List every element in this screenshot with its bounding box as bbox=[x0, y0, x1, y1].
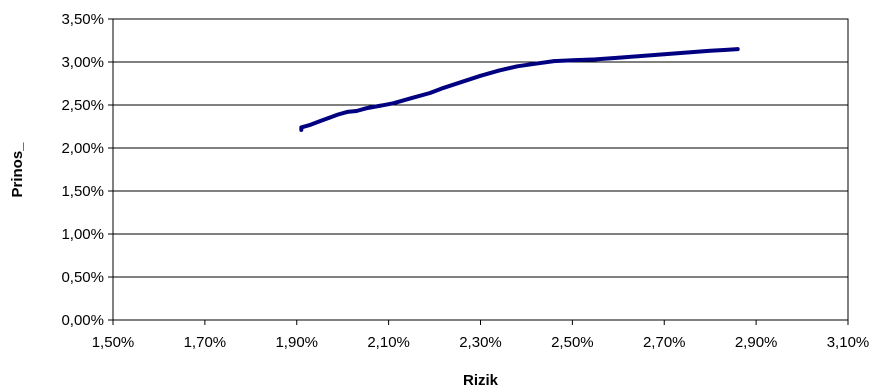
gridlines bbox=[113, 61, 848, 278]
data-point bbox=[409, 96, 414, 100]
y-tick-label-5: 2,50% bbox=[61, 97, 104, 114]
data-point bbox=[345, 110, 350, 114]
data-point bbox=[308, 123, 313, 127]
data-point bbox=[552, 59, 556, 63]
y-tick-label-7: 3,50% bbox=[61, 11, 104, 28]
data-point bbox=[299, 128, 304, 132]
data-point bbox=[354, 109, 359, 113]
data-point bbox=[593, 57, 598, 62]
y-axis-title: Prinos_ bbox=[9, 142, 26, 198]
data-point bbox=[428, 91, 432, 95]
x-tick-label-5: 2,50% bbox=[551, 334, 594, 351]
data-point bbox=[708, 49, 712, 53]
data-point bbox=[317, 119, 322, 124]
series-line-0 bbox=[299, 47, 740, 132]
series-group bbox=[299, 47, 740, 132]
data-point bbox=[662, 52, 667, 57]
data-point bbox=[478, 74, 483, 78]
x-axis: 1,50% 1,70% 1,90% 2,10% 2,30% 2,50% 2,70% 2,90%… bbox=[92, 320, 870, 351]
data-point bbox=[363, 106, 368, 111]
data-point bbox=[685, 50, 689, 55]
x-tick-label-6: 2,70% bbox=[643, 334, 686, 351]
y-axis: 0,00% 0,50% 1,00% 1,50% 2,00% 2,50% 3,00% 3,50% bbox=[61, 11, 113, 329]
x-tick-label-7: 2,90% bbox=[735, 334, 778, 351]
y-tick-label-3: 1,50% bbox=[61, 183, 104, 200]
x-axis-title: Rizik bbox=[463, 372, 499, 389]
data-point bbox=[327, 116, 331, 120]
data-point bbox=[735, 47, 740, 51]
data-point bbox=[442, 86, 446, 90]
y-tick-label-0: 0,00% bbox=[61, 312, 104, 329]
x-tick-label-2: 1,90% bbox=[275, 334, 318, 351]
data-point bbox=[336, 112, 340, 117]
data-point bbox=[299, 125, 304, 130]
x-tick-label-1: 1,70% bbox=[184, 334, 227, 351]
y-tick-label-2: 1,00% bbox=[61, 226, 104, 243]
plot-area-frame bbox=[112, 18, 849, 321]
y-tick-label-6: 3,00% bbox=[61, 54, 104, 71]
x-tick-label-4: 2,30% bbox=[459, 334, 502, 351]
data-point bbox=[377, 104, 382, 108]
data-point bbox=[639, 54, 644, 58]
data-point bbox=[391, 101, 396, 106]
data-point bbox=[533, 61, 538, 66]
data-point bbox=[460, 80, 464, 84]
data-point bbox=[570, 58, 575, 63]
data-point bbox=[616, 55, 621, 60]
data-point bbox=[497, 68, 501, 73]
y-tick-label-1: 0,50% bbox=[61, 269, 104, 286]
data-point bbox=[515, 64, 520, 69]
data-point bbox=[722, 48, 726, 52]
x-tick-label-3: 2,10% bbox=[367, 334, 410, 351]
x-tick-label-0: 1,50% bbox=[92, 334, 135, 351]
x-tick-label-8: 3,10% bbox=[827, 334, 870, 351]
y-tick-label-4: 2,00% bbox=[61, 140, 104, 157]
